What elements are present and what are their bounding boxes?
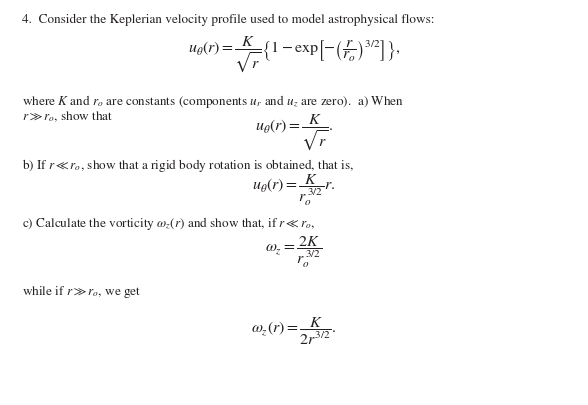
Text: $u_\theta(r) = \dfrac{K}{\sqrt{r}} \left\{ 1 - \mathrm{exp}\left[ -\left(\dfrac{: $u_\theta(r) = \dfrac{K}{\sqrt{r}} \left… — [188, 36, 400, 75]
Text: $r \gg r_o$, show that: $r \gg r_o$, show that — [22, 109, 113, 124]
Text: $u_\theta(r) = \dfrac{K}{\sqrt{r}}.$: $u_\theta(r) = \dfrac{K}{\sqrt{r}}.$ — [255, 113, 333, 153]
Text: where $K$ and $r_o$ are constants (components $u_r$ and $u_z$ are zero).  a) Whe: where $K$ and $r_o$ are constants (compo… — [22, 94, 404, 110]
Text: $\omega_z = \dfrac{2K}{r_o^{\,3/2}}$: $\omega_z = \dfrac{2K}{r_o^{\,3/2}}$ — [265, 234, 323, 270]
Text: 4.  Consider the Keplerian velocity profile used to model astrophysical flows:: 4. Consider the Keplerian velocity profi… — [22, 14, 435, 26]
Text: b) If $r \ll r_o$, show that a rigid body rotation is obtained, that is,: b) If $r \ll r_o$, show that a rigid bod… — [22, 157, 354, 174]
Text: c) Calculate the vorticity $\omega_z(r)$ and show that, if $r \ll r_o$,: c) Calculate the vorticity $\omega_z(r)$… — [22, 215, 315, 232]
Text: while if $r \gg r_o$, we get: while if $r \gg r_o$, we get — [22, 284, 141, 300]
Text: $\omega_z(r) = \dfrac{K}{2r^{3/2}}.$: $\omega_z(r) = \dfrac{K}{2r^{3/2}}.$ — [251, 315, 337, 347]
Text: $u_\theta(r) = \dfrac{K}{r_o^{\,3/2}}r.$: $u_\theta(r) = \dfrac{K}{r_o^{\,3/2}}r.$ — [252, 173, 336, 209]
